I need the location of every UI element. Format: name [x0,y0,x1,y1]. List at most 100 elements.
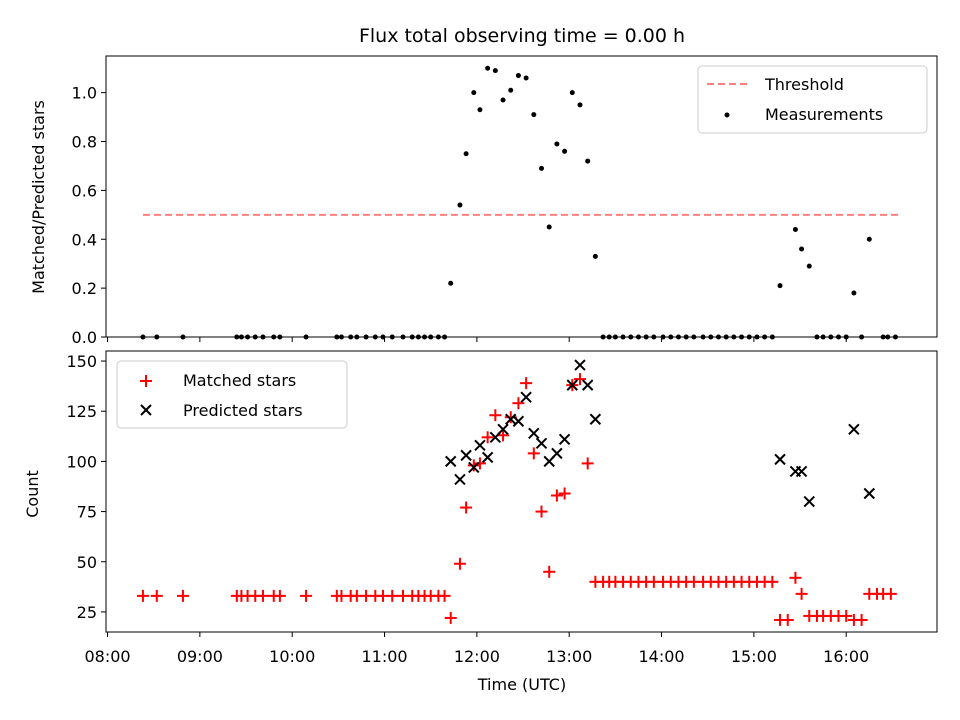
measurements-point [739,334,745,340]
matched-stars-point [766,575,779,588]
measurements-point [892,334,898,340]
predicted-stars-point [795,465,808,478]
measurements-point [851,290,857,296]
matched-stars-point [855,613,868,626]
top-legend: Threshold Measurements [697,65,928,134]
measurements-point [675,334,681,340]
predicted-stars-legend-swatch [140,404,152,416]
measurements-point [777,283,783,289]
predicted-stars-point [535,437,548,450]
matched-stars-point [520,377,533,390]
measurements-point [372,334,378,340]
matched-stars-point [300,589,313,602]
measurements-point [457,202,463,208]
chart-title: Flux total observing time = 0.00 h [359,25,685,47]
measurements-point [154,334,160,340]
measurements-point [409,334,415,340]
x-tick-label: 08:00 [84,647,130,666]
matched-stars-point [497,429,510,442]
measurements-point [683,334,689,340]
measurements-point [463,151,469,157]
measurements-point [271,334,277,340]
matched-stars-point [884,587,897,600]
matched-stars-point [550,489,563,502]
predicted-stars-point [474,439,486,452]
measurements-point [762,334,768,340]
measurements-point [577,102,583,108]
predicted-stars-point [481,451,494,464]
measurements-point [180,334,186,340]
measurements-point [477,107,483,113]
predicted-stars-point [566,379,578,391]
measurements-point [442,334,448,340]
matched-stars-point [512,397,525,410]
measurements-point [389,334,395,340]
measurements-point [485,65,491,71]
matched-stars-point [176,589,189,602]
measurements-point [508,87,514,93]
measurements-point [435,334,441,340]
measurements-point [471,90,477,96]
measurements-point [334,334,340,340]
measurements-point [668,334,674,340]
measurements-point [422,334,428,340]
y-tick-label: 150 [66,352,97,371]
x-axis-label: Time (UTC) [477,675,566,694]
y-tick-label: 0.8 [72,133,97,152]
measurements-point [715,334,721,340]
measurements-point [492,68,498,74]
y-tick-label: 75 [77,503,97,522]
measurements-point [354,334,360,340]
measurements-point [866,236,872,242]
measurements-point [628,334,634,340]
measurements-point [400,334,406,340]
measurements-point [746,334,752,340]
x-tick-label: 09:00 [177,647,223,666]
measurements-point [303,334,309,340]
measurements-point [252,334,258,340]
threshold-legend-label: Threshold [764,75,844,94]
predicted-stars-point [558,433,571,446]
x-tick-label: 10:00 [269,647,315,666]
measurements-point [260,334,266,340]
measurements-point [828,334,834,340]
measurements-point [363,334,369,340]
measurements-point [500,97,506,103]
matched-stars-point [453,557,466,570]
x-tick-label: 14:00 [638,647,684,666]
matched-stars-point [444,611,457,624]
bottom-y-axis-label: Count [23,470,42,518]
matched-stars-legend-swatch [140,375,152,387]
measurements-point [620,334,626,340]
measurements-point [754,334,760,340]
measurements-point [723,334,729,340]
measurements-point [836,334,842,340]
measurements-point [635,334,641,340]
y-tick-label: 50 [77,553,97,572]
measurements-point [660,334,666,340]
top-legend-frame [697,65,928,134]
x-tick-label: 16:00 [823,647,869,666]
matched-stars-point [573,373,586,386]
measurements-point [700,334,706,340]
predicted-stars-legend-label: Predicted stars [183,401,303,420]
predicted-stars-point [468,461,480,474]
measurements-point [380,334,386,340]
measurements-point [820,334,826,340]
predicted-stars-point [528,427,540,439]
measurements-point [523,75,529,81]
matched-stars-point [840,609,853,622]
predicted-stars-point [454,473,466,486]
measurements-point [708,334,714,340]
bottom-legend: Matched stars Predicted stars [116,360,348,429]
y-tick-label: 0.6 [72,181,97,200]
predicted-stars-point [520,391,532,403]
matched-stars-point [581,457,594,470]
predicted-stars-point [863,487,875,500]
y-tick-label: 100 [66,452,97,471]
measurements-point [814,334,820,340]
y-tick-label: 125 [66,402,97,421]
measurements-point [731,334,737,340]
measurements-point [843,334,849,340]
